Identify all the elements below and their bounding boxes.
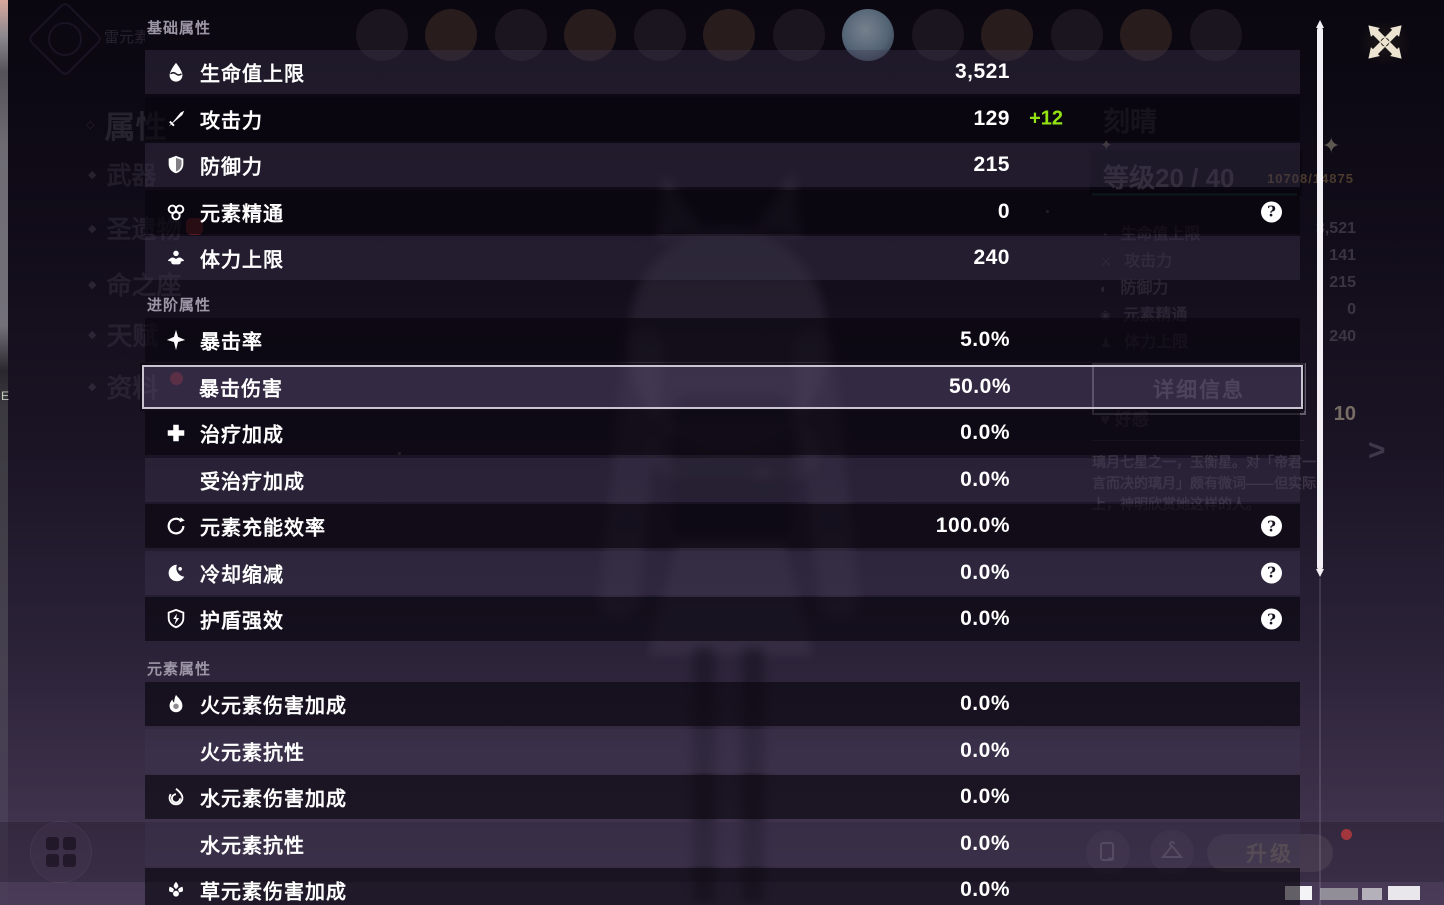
stat-row-hydro-dmg-bonus[interactable]: 水元素伤害加成 0.0% xyxy=(145,775,1300,819)
diamond-bullet-icon: ◇ xyxy=(86,119,95,131)
diamond-bullet-icon: ◆ xyxy=(88,381,97,393)
party-avatar xyxy=(912,9,964,61)
hanger-icon xyxy=(1160,841,1184,858)
stats-overlay-panel: 基础属性 进阶属性 元素属性 生命值上限 3,521 攻击力 129 +12 防… xyxy=(142,0,1303,905)
help-icon[interactable]: ? xyxy=(1261,515,1282,537)
hp-icon xyxy=(169,62,183,82)
pixel-artifact xyxy=(1320,888,1358,900)
party-avatar xyxy=(564,9,616,61)
section-title-base: 基础属性 xyxy=(147,20,212,37)
sparkle-icon: ✦ xyxy=(1322,133,1341,158)
diamond-bullet-icon: ◆ xyxy=(88,222,97,235)
stat-row-atk[interactable]: 攻击力 129 +12 xyxy=(145,96,1300,141)
atk-bonus-value: +12 xyxy=(1029,107,1063,129)
stat-row-incoming-healing-bonus[interactable]: 受治疗加成 0.0% xyxy=(145,457,1300,502)
party-avatar xyxy=(425,9,477,61)
elemental-mastery-icon: ❀ xyxy=(1100,308,1111,323)
atk-icon: ⚔ xyxy=(1100,254,1112,269)
stat-row-max-stamina[interactable]: 体力上限 240 xyxy=(145,236,1300,280)
pixel-artifact xyxy=(1362,888,1382,900)
level-up-button: 升级 xyxy=(1207,834,1333,872)
electro-emblem-core-icon xyxy=(48,22,82,56)
party-avatar xyxy=(1051,9,1103,61)
bg-stat-row: ⚔ 攻击力 141 xyxy=(1100,247,1356,270)
character-level: 等级20 / 40 xyxy=(1103,163,1235,193)
dendro-icon xyxy=(169,881,183,897)
stat-row-def[interactable]: 防御力 215 xyxy=(145,143,1300,187)
party-avatar xyxy=(495,9,547,61)
hp-icon: ◔ xyxy=(1100,227,1108,242)
sidebar-item-profile: ◆ 资料 xyxy=(88,373,159,403)
party-avatar xyxy=(981,9,1033,61)
stat-row-crit-rate[interactable]: 暴击率 5.0% xyxy=(145,318,1300,362)
help-icon[interactable]: ? xyxy=(1261,608,1282,630)
character-card-button xyxy=(1086,830,1130,874)
bg-stat-row: ◐ 防御力 215 xyxy=(1100,274,1356,297)
cooldown-icon xyxy=(168,564,185,581)
details-info-button: 详细信息 xyxy=(1092,363,1306,415)
section-title-elemental: 元素属性 xyxy=(147,661,212,678)
energy-recharge-icon xyxy=(167,517,185,535)
party-avatar xyxy=(634,9,686,61)
stat-row-energy-recharge[interactable]: 元素充能效率 100.0% ? xyxy=(145,504,1300,548)
party-avatar xyxy=(773,9,825,61)
sidebar-item-constellation: ◆ 命之座 xyxy=(88,272,182,300)
atk-icon xyxy=(168,110,185,126)
character-exp: 10708/14875 xyxy=(1267,171,1354,186)
diamond-bullet-icon: ◆ xyxy=(88,278,97,291)
stat-row-pyro-res[interactable]: 火元素抗性 0.0% xyxy=(145,728,1300,773)
stat-row-pyro-dmg-bonus[interactable]: 火元素伤害加成 0.0% xyxy=(145,682,1300,726)
close-button[interactable] xyxy=(1362,19,1408,65)
profile-notification-badge xyxy=(170,372,183,385)
pyro-icon xyxy=(169,694,183,713)
healing-bonus-icon xyxy=(167,424,185,442)
stat-row-max-hp[interactable]: 生命值上限 3,521 xyxy=(145,50,1300,94)
shield-strength-icon xyxy=(167,608,185,629)
stat-row-crit-dmg[interactable]: 暴击伤害 50.0% xyxy=(142,364,1303,409)
def-icon: ◐ xyxy=(1100,281,1108,296)
help-icon[interactable]: ? xyxy=(1261,201,1282,222)
stat-row-healing-bonus[interactable]: 治疗加成 0.0% xyxy=(145,411,1300,455)
party-avatar xyxy=(1190,9,1242,61)
stat-row-hydro-res[interactable]: 水元素抗性 0.0% xyxy=(145,821,1300,866)
rarity-star-icon: ✦ xyxy=(1100,137,1113,154)
left-edge-window-sliver xyxy=(0,0,8,905)
menu-grid-button xyxy=(30,821,92,883)
diamond-bullet-icon: ◆ xyxy=(88,168,97,181)
crit-rate-icon xyxy=(166,329,186,351)
card-icon xyxy=(1100,842,1115,861)
party-avatar-selected xyxy=(842,9,894,61)
scrollbar-track[interactable] xyxy=(1319,578,1321,905)
stat-row-cd-reduction[interactable]: 冷却缩减 0.0% ? xyxy=(145,550,1300,595)
close-icon xyxy=(1368,25,1402,59)
diamond-bullet-icon: ◆ xyxy=(88,329,97,341)
notification-dot xyxy=(1341,829,1352,840)
base-attributes-rows: 生命值上限 3,521 攻击力 129 +12 防御力 215 元素精通 0 ? xyxy=(145,50,1300,283)
advanced-attributes-rows: 暴击率 5.0% 暴击伤害 50.0% 治疗加成 0.0% 受治疗加成 0.0%… xyxy=(142,318,1303,644)
element-label: 雷元素 xyxy=(104,29,145,46)
party-avatar xyxy=(1120,9,1172,61)
party-avatar xyxy=(356,9,408,61)
pixel-artifact xyxy=(1388,886,1420,900)
edge-letter: E xyxy=(1,389,10,403)
friendship-value: 10 xyxy=(1333,403,1356,425)
def-icon xyxy=(168,155,184,174)
stat-row-dendro-dmg-bonus[interactable]: 草元素伤害加成 0.0% xyxy=(145,868,1300,905)
help-icon[interactable]: ? xyxy=(1261,562,1282,583)
stamina-icon xyxy=(167,250,185,265)
scrollbar-thumb[interactable] xyxy=(1316,20,1324,577)
elemental-attributes-rows: 火元素伤害加成 0.0% 火元素抗性 0.0% 水元素伤害加成 0.0% 水元素… xyxy=(145,682,1300,905)
stat-row-elemental-mastery[interactable]: 元素精通 0 ? xyxy=(145,189,1300,234)
stat-row-shield-strength[interactable]: 护盾强效 0.0% ? xyxy=(145,597,1300,641)
chevron-right-icon: > xyxy=(1368,434,1386,467)
outfit-button xyxy=(1150,830,1194,874)
party-avatar xyxy=(703,9,755,61)
level-band xyxy=(1090,150,1302,196)
hydro-icon xyxy=(168,788,184,806)
section-title-advanced: 进阶属性 xyxy=(147,297,212,314)
elemental-mastery-icon xyxy=(167,204,185,220)
sidebar-item-weapon: ◆ 武器 xyxy=(88,162,157,190)
